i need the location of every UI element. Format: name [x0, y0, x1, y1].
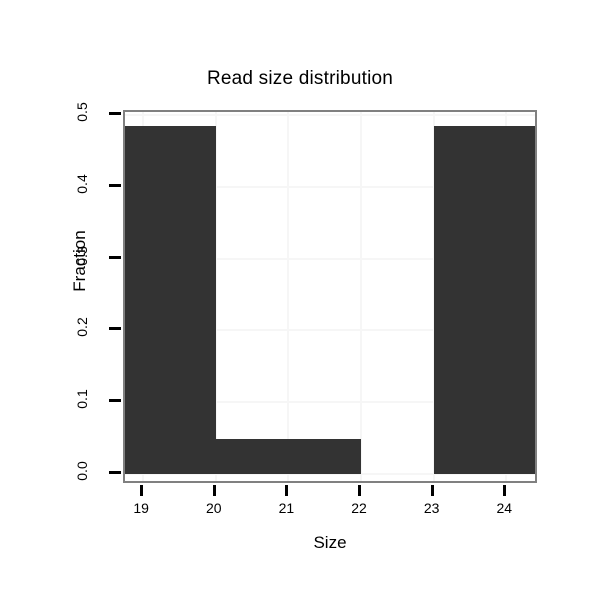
y-tick-label: 0.4	[74, 174, 90, 194]
x-tick-mark	[358, 485, 362, 496]
bar	[433, 125, 535, 474]
x-tick-mark	[212, 485, 216, 496]
x-tick-label: 24	[496, 500, 513, 516]
gridline-vertical	[287, 112, 290, 481]
gridline-horizontal	[125, 401, 535, 404]
x-tick-mark	[503, 485, 507, 496]
x-tick-label: 22	[351, 500, 367, 516]
gridline-vertical	[214, 112, 217, 481]
x-tick-label: 19	[133, 500, 149, 516]
y-tick-label: 0.1	[74, 389, 90, 409]
plot-area	[123, 110, 537, 483]
x-tick-mark	[430, 485, 434, 496]
x-axis-title: Size	[313, 533, 347, 552]
bar	[125, 125, 216, 474]
y-tick-mark	[109, 327, 121, 331]
gridline-horizontal	[125, 257, 535, 260]
y-axis-title: Fraction	[70, 230, 89, 292]
gridline-horizontal	[125, 114, 535, 116]
chart-title: Read size distribution	[206, 68, 394, 89]
y-tick-label: 0.0	[74, 461, 90, 481]
x-tick-label: 23	[423, 500, 440, 516]
gridline-vertical	[360, 112, 363, 481]
y-tick-mark	[109, 112, 121, 115]
y-tick-mark	[109, 255, 121, 259]
x-tick-mark	[285, 485, 289, 496]
x-tick-label: 20	[205, 500, 222, 516]
gridline-horizontal	[125, 185, 535, 188]
y-tick-label: 0.5	[74, 102, 90, 122]
bar	[215, 438, 362, 474]
y-tick-mark	[109, 183, 121, 187]
gridline-horizontal	[125, 329, 535, 332]
gridline-horizontal	[125, 473, 535, 475]
y-tick-mark	[109, 399, 121, 403]
x-tick-mark	[140, 485, 144, 496]
y-tick-mark	[109, 471, 121, 474]
x-tick-label: 21	[278, 500, 295, 516]
